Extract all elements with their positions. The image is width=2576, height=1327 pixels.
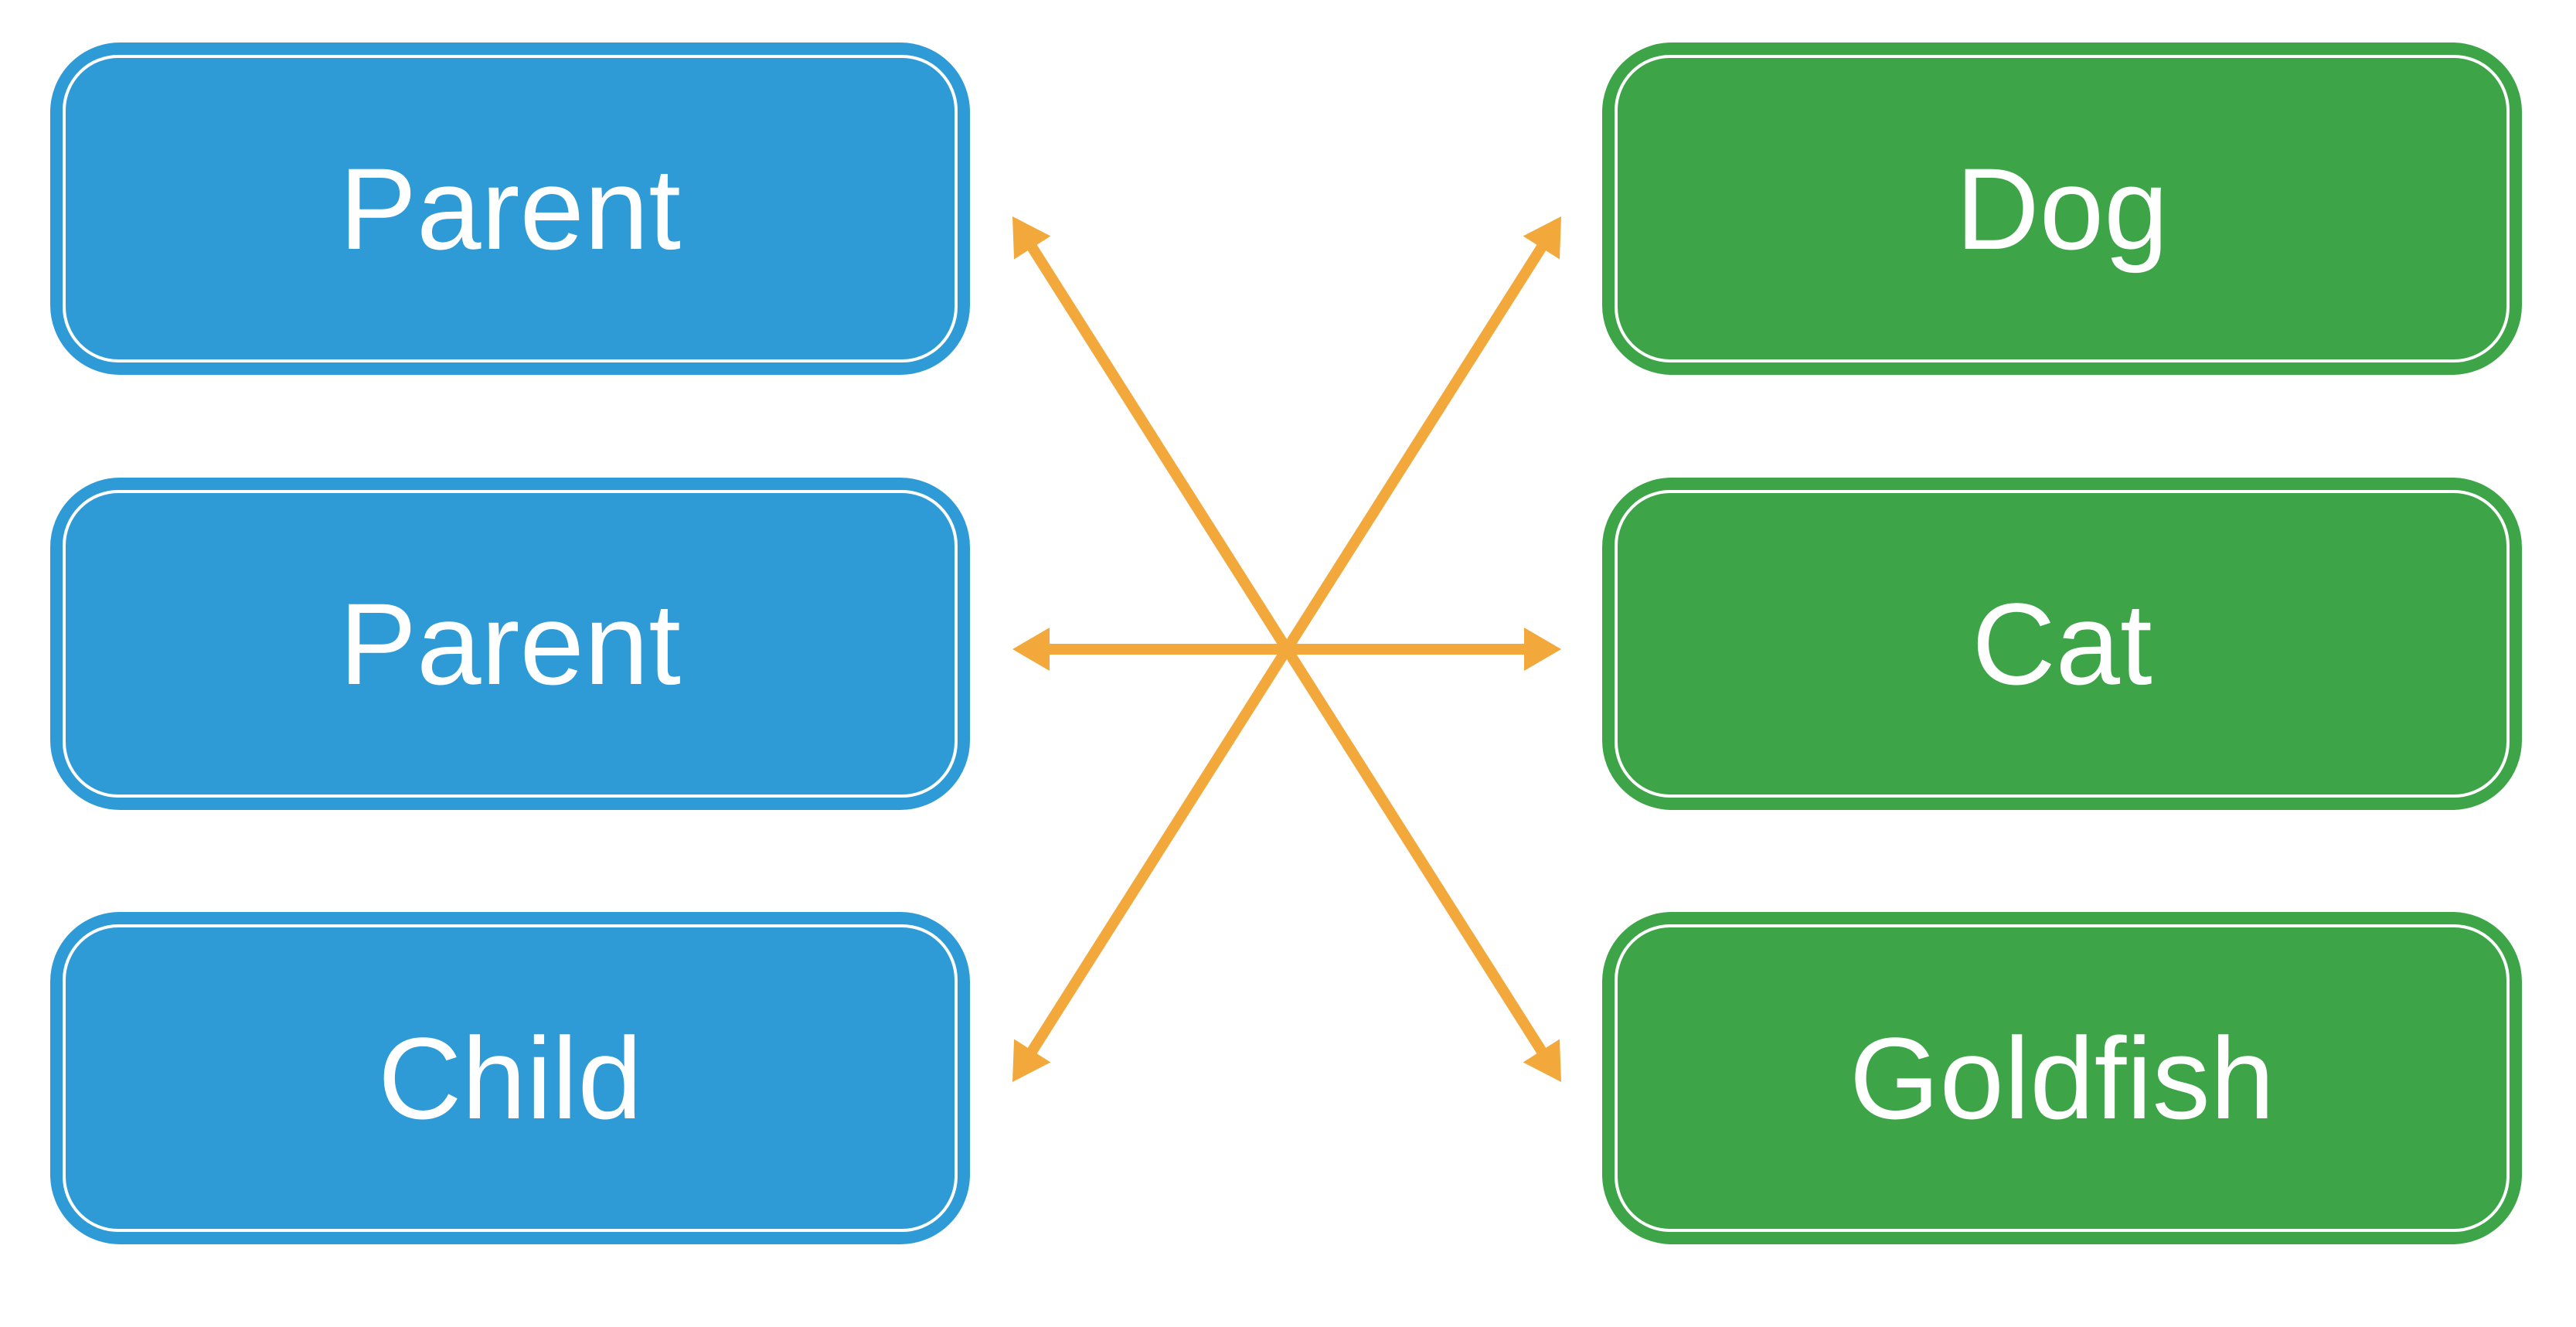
node-label: Dog xyxy=(1955,142,2168,276)
node-goldfish: Goldfish xyxy=(1602,912,2522,1244)
node-label: Child xyxy=(378,1012,642,1145)
node-parent-1: Parent xyxy=(50,43,970,375)
node-label: Cat xyxy=(1972,577,2152,711)
node-child: Child xyxy=(50,912,970,1244)
node-label: Goldfish xyxy=(1849,1012,2275,1145)
node-cat: Cat xyxy=(1602,478,2522,810)
node-parent-2: Parent xyxy=(50,478,970,810)
node-dog: Dog xyxy=(1602,43,2522,375)
node-label: Parent xyxy=(339,577,681,711)
diagram-canvas: Parent Parent Child Dog Cat Goldfish xyxy=(0,0,2576,1327)
node-label: Parent xyxy=(339,142,681,276)
